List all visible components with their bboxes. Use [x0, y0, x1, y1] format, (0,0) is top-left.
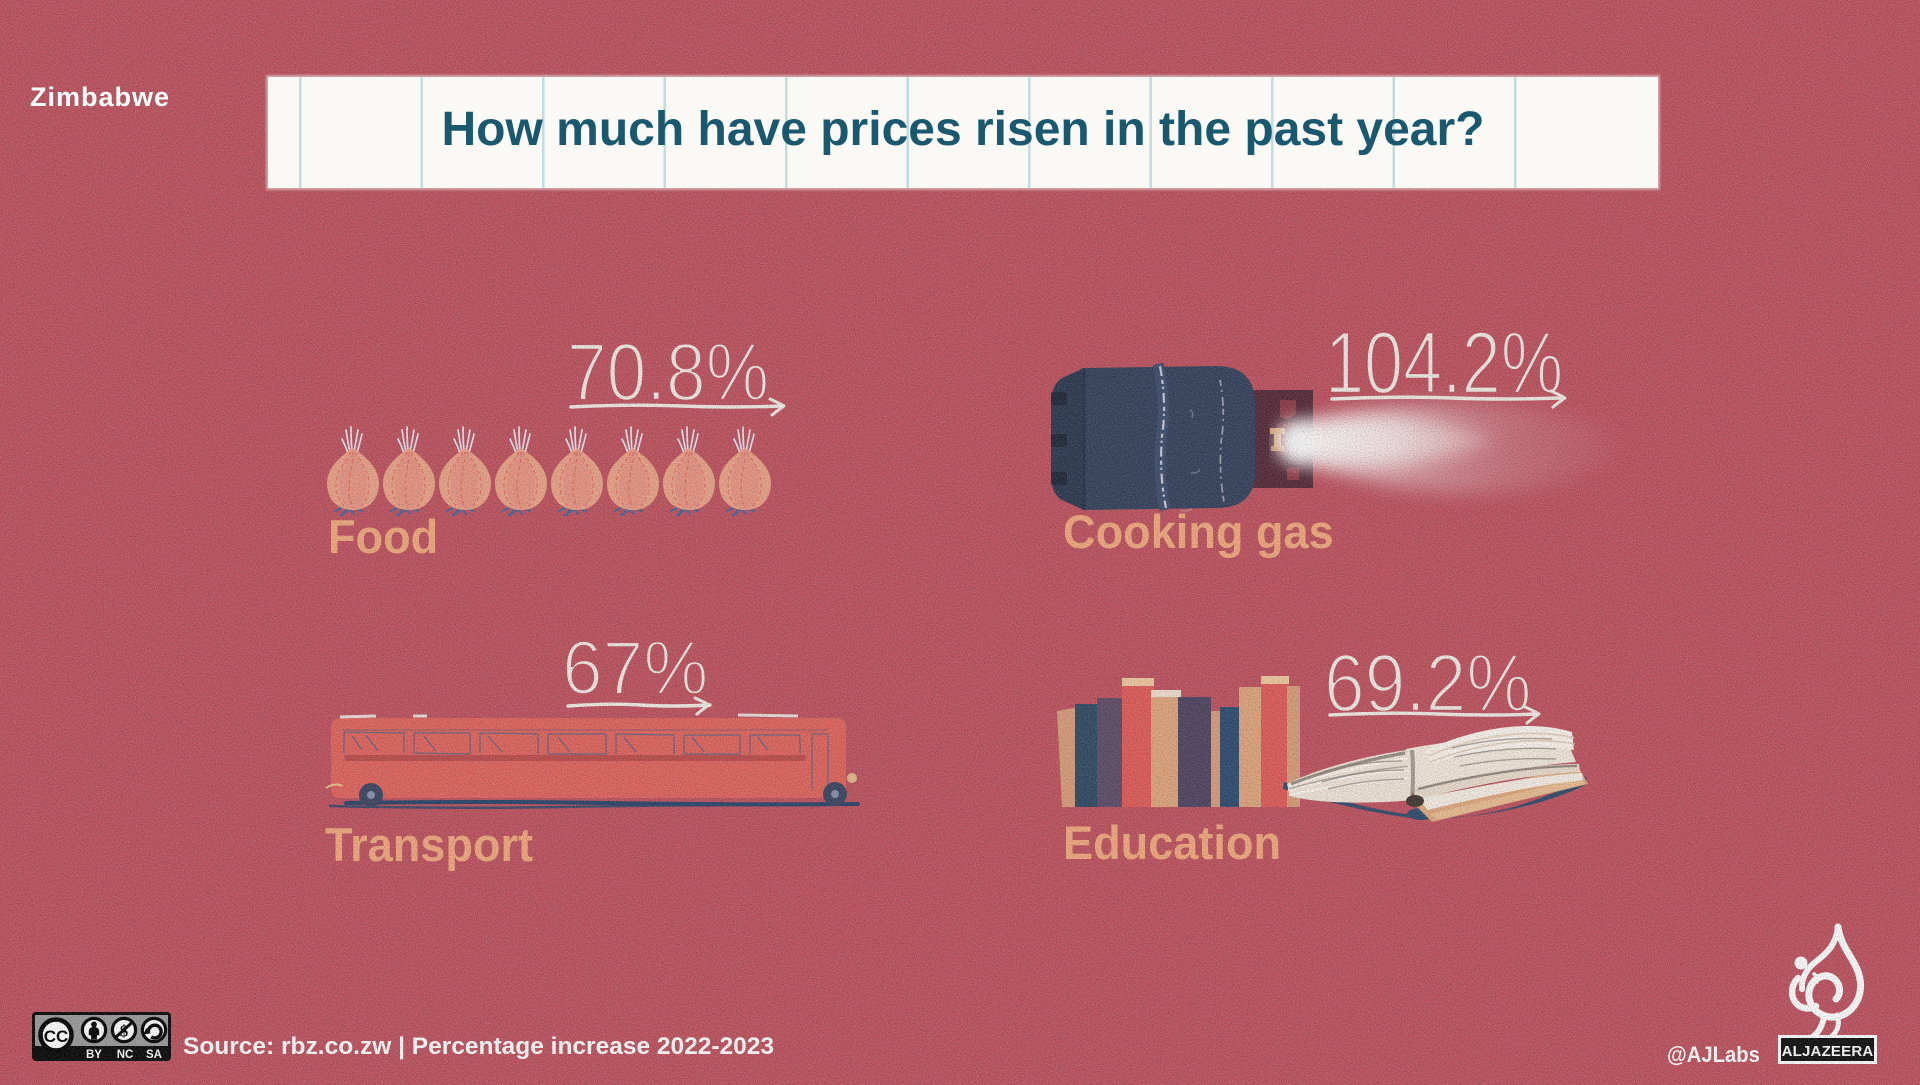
svg-text:NC: NC [117, 1049, 134, 1061]
svg-text:BY: BY [86, 1049, 102, 1061]
svg-text:ALJAZEERA: ALJAZEERA [1782, 1043, 1874, 1060]
svg-text:CC: CC [44, 1027, 69, 1046]
svg-text:SA: SA [146, 1049, 162, 1061]
